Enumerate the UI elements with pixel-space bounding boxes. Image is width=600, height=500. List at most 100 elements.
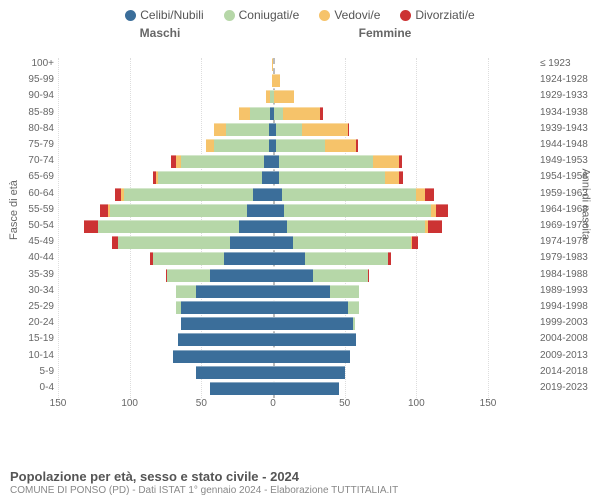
pyramid-row: [58, 90, 488, 106]
age-label: 85-89: [0, 107, 54, 118]
segment: [348, 301, 359, 314]
segment: [239, 220, 273, 233]
male-bar: [58, 252, 273, 268]
segment: [273, 236, 293, 249]
birth-label: 2004-2008: [540, 333, 600, 344]
birth-label: 1954-1958: [540, 171, 600, 182]
x-tick: 100: [121, 398, 138, 409]
legend-item: Coniugati/e: [224, 8, 300, 22]
footer: Popolazione per età, sesso e stato civil…: [10, 469, 590, 496]
pyramid-row: [58, 236, 488, 252]
segment: [313, 269, 367, 282]
segment: [214, 139, 268, 152]
chart-subtitle: COMUNE DI PONSO (PD) - Dati ISTAT 1° gen…: [10, 485, 590, 496]
segment: [118, 236, 230, 249]
female-bar: [273, 204, 488, 220]
pyramid-row: [58, 301, 488, 317]
segment: [178, 333, 273, 346]
birth-label: 1924-1928: [540, 74, 600, 85]
legend-label: Celibi/Nubili: [140, 8, 203, 22]
age-label: 20-24: [0, 317, 54, 328]
segment: [412, 236, 418, 249]
legend-item: Celibi/Nubili: [125, 8, 203, 22]
pyramid-row: [58, 58, 488, 74]
legend-label: Coniugati/e: [239, 8, 300, 22]
segment: [388, 252, 391, 265]
segment: [305, 252, 388, 265]
x-tick: 150: [480, 398, 497, 409]
segment: [279, 155, 374, 168]
segment: [320, 107, 323, 120]
male-bar: [58, 74, 273, 90]
segment: [264, 155, 273, 168]
segment: [273, 301, 348, 314]
pyramid-row: [58, 285, 488, 301]
segment: [153, 252, 225, 265]
male-bar: [58, 204, 273, 220]
segment: [214, 123, 225, 136]
segment: [167, 269, 210, 282]
male-bar: [58, 139, 273, 155]
segment: [273, 350, 350, 363]
birth-label: ≤ 1923: [540, 58, 600, 69]
legend-item: Divorziati/e: [400, 8, 474, 22]
birth-label: 1969-1973: [540, 220, 600, 231]
age-label: 75-79: [0, 139, 54, 150]
x-tick: 50: [196, 398, 207, 409]
age-label: 25-29: [0, 301, 54, 312]
birth-label: 1979-1983: [540, 252, 600, 263]
pyramid-row: [58, 366, 488, 382]
segment: [425, 188, 434, 201]
segment: [196, 366, 273, 379]
age-label: 15-19: [0, 333, 54, 344]
header-female: Femmine: [270, 26, 540, 40]
pyramid-row: [58, 155, 488, 171]
female-bar: [273, 220, 488, 236]
segment: [181, 317, 273, 330]
segment: [181, 155, 264, 168]
birth-label: 2019-2023: [540, 382, 600, 393]
female-bar: [273, 236, 488, 252]
female-bar: [273, 350, 488, 366]
birth-label: 1929-1933: [540, 90, 600, 101]
female-bar: [273, 123, 488, 139]
legend-swatch: [125, 10, 136, 21]
legend-swatch: [319, 10, 330, 21]
segment: [84, 220, 98, 233]
male-bar: [58, 317, 273, 333]
female-bar: [273, 252, 488, 268]
age-label: 70-74: [0, 155, 54, 166]
column-headers: Maschi Femmine: [0, 26, 600, 40]
segment: [399, 155, 402, 168]
birth-label: 1959-1963: [540, 188, 600, 199]
male-bar: [58, 269, 273, 285]
male-bar: [58, 236, 273, 252]
birth-label: 2009-2013: [540, 350, 600, 361]
pyramid-row: [58, 171, 488, 187]
male-bar: [58, 58, 273, 74]
birth-label: 1939-1943: [540, 123, 600, 134]
segment: [158, 171, 261, 184]
segment: [353, 317, 354, 330]
grid-line: [488, 58, 489, 398]
pyramid-row: [58, 220, 488, 236]
age-label: 50-54: [0, 220, 54, 231]
segment: [302, 123, 348, 136]
segment: [283, 107, 320, 120]
segment: [262, 171, 273, 184]
birth-label: 1949-1953: [540, 155, 600, 166]
female-bar: [273, 301, 488, 317]
male-bar: [58, 382, 273, 398]
segment: [428, 220, 442, 233]
segment: [253, 188, 273, 201]
female-bar: [273, 317, 488, 333]
female-bar: [273, 285, 488, 301]
segment: [273, 220, 287, 233]
x-tick: 50: [339, 398, 350, 409]
age-label: 95-99: [0, 74, 54, 85]
segment: [273, 317, 353, 330]
segment: [284, 204, 430, 217]
age-label: 65-69: [0, 171, 54, 182]
female-bar: [273, 171, 488, 187]
pyramid-row: [58, 123, 488, 139]
